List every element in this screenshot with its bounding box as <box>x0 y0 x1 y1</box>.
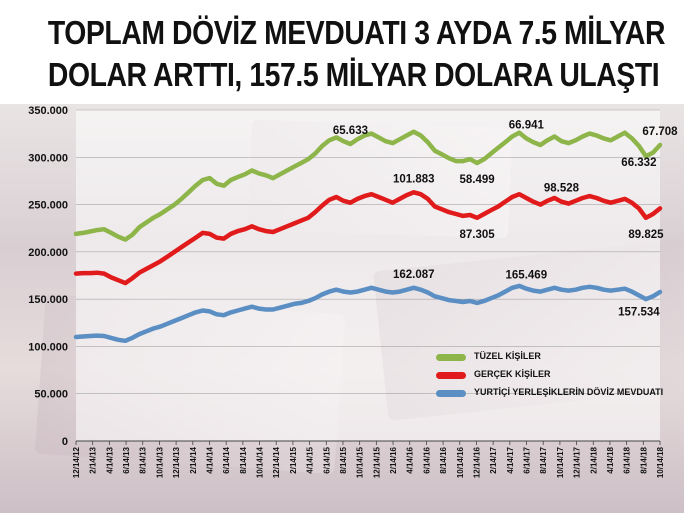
x-tick-label: 12/14/16 <box>472 446 481 478</box>
data-label: 101.883 <box>393 173 435 185</box>
x-tick-label: 4/14/16 <box>406 446 415 473</box>
legend: TÜZEL KİŞİLER GERÇEK KİŞİLER YURTİÇİ YER… <box>436 350 664 412</box>
legend-swatch-gercek <box>436 372 466 379</box>
x-tick-label: 2/14/17 <box>489 446 498 473</box>
x-tick-label: 2/14/16 <box>389 446 398 473</box>
x-tick-label: 12/14/17 <box>573 446 582 478</box>
data-label: 66.332 <box>621 157 656 169</box>
x-tick-label: 8/14/14 <box>239 446 248 473</box>
x-tick-label: 4/14/14 <box>205 446 214 473</box>
x-tick-label: 6/14/16 <box>422 446 431 473</box>
x-tick-label: 6/14/14 <box>222 446 231 473</box>
y-tick-label: 150.000 <box>28 294 68 306</box>
y-tick-label: 0 <box>62 436 68 448</box>
x-tick-label: 10/14/13 <box>155 446 164 478</box>
x-tick-label: 4/14/15 <box>306 446 315 473</box>
x-tick-label: 8/14/17 <box>539 446 548 473</box>
legend-item-yurtici: YURTİÇİ YERLEŞİKLERİN DÖVİZ MEVDUATI <box>436 386 664 402</box>
x-tick-label: 10/14/18 <box>656 446 665 478</box>
chart-area: 0 50.000 100.000 150.000 200.000 250.000 300.0… <box>0 104 684 513</box>
y-tick-label: 200.000 <box>28 247 68 259</box>
x-tick-label: 6/14/18 <box>623 446 632 473</box>
plot-background <box>76 110 660 441</box>
x-tick-label: 4/14/13 <box>105 446 114 473</box>
data-label: 87.305 <box>459 229 495 241</box>
data-label: 66.941 <box>509 119 545 131</box>
series-line-2 <box>73 190 663 286</box>
data-label: 165.469 <box>506 270 548 282</box>
x-tick-label: 2/14/13 <box>89 446 98 473</box>
x-tick-label: 4/14/17 <box>506 446 515 473</box>
x-tick-label: 12/14/15 <box>372 446 381 478</box>
x-tick-label: 10/14/15 <box>356 446 365 478</box>
line-chart: 0 50.000 100.000 150.000 200.000 250.000 300.0… <box>28 105 678 478</box>
x-tick-label: 8/14/15 <box>339 446 348 473</box>
data-label: 98.528 <box>544 183 580 195</box>
series-line-1 <box>73 129 663 242</box>
legend-label-tuzel: TÜZEL KİŞİLER <box>474 351 541 361</box>
legend-swatch-tuzel <box>436 354 466 361</box>
y-tick-label: 300.000 <box>28 152 68 164</box>
data-label: 89.825 <box>628 229 664 241</box>
x-tick-label: 12/14/12 <box>72 446 81 478</box>
legend-label-yurtici: YURTİÇİ YERLEŞİKLERİN DÖVİZ MEVDUATI <box>474 387 664 397</box>
data-label: 162.087 <box>393 269 435 281</box>
x-tick-label: 2/14/18 <box>589 446 598 473</box>
x-tick-label: 10/14/16 <box>456 446 465 478</box>
y-tick-label: 100.000 <box>28 341 68 353</box>
series-line-3 <box>73 283 663 344</box>
data-label: 65.633 <box>333 125 368 137</box>
x-tick-label: 10/14/17 <box>556 446 565 478</box>
title-band: TOPLAM DÖVİZ MEVDUATI 3 AYDA 7.5 MİLYAR … <box>0 0 684 104</box>
x-tick-label: 8/14/18 <box>639 446 648 473</box>
legend-item-tuzel: TÜZEL KİŞİLER <box>436 350 662 366</box>
data-label: 67.708 <box>642 126 678 138</box>
x-tick-label: 2/14/14 <box>189 446 198 473</box>
x-tick-label: 6/14/13 <box>122 446 131 473</box>
y-tick-label: 50.000 <box>34 389 68 401</box>
x-tick-label: 8/14/13 <box>139 446 148 473</box>
legend-item-gercek: GERÇEK KİŞİLER <box>436 368 662 384</box>
x-tick-label: 12/14/13 <box>172 446 181 478</box>
y-tick-label: 250.000 <box>28 200 68 212</box>
y-tick-label: 350.000 <box>28 105 68 117</box>
x-tick-label: 4/14/18 <box>606 446 615 473</box>
chart-title-line-2: DOLAR ARTTI, 157.5 MİLYAR DOLARA ULAŞTI <box>47 56 660 93</box>
x-tick-label: 2/14/15 <box>289 446 298 473</box>
x-tick-label: 8/14/16 <box>439 446 448 473</box>
legend-swatch-yurtici <box>436 390 466 397</box>
x-tick-label: 6/14/17 <box>523 446 532 473</box>
data-label: 58.499 <box>459 174 494 186</box>
data-label: 157.534 <box>618 306 660 318</box>
chart-title-line-1: TOPLAM DÖVİZ MEVDUATI 3 AYDA 7.5 MİLYAR <box>47 14 666 51</box>
x-tick-label: 10/14/14 <box>256 446 265 478</box>
x-tick-label: 6/14/15 <box>322 446 331 473</box>
x-tick-label: 12/14/14 <box>272 446 281 478</box>
legend-label-gercek: GERÇEK KİŞİLER <box>474 369 551 379</box>
